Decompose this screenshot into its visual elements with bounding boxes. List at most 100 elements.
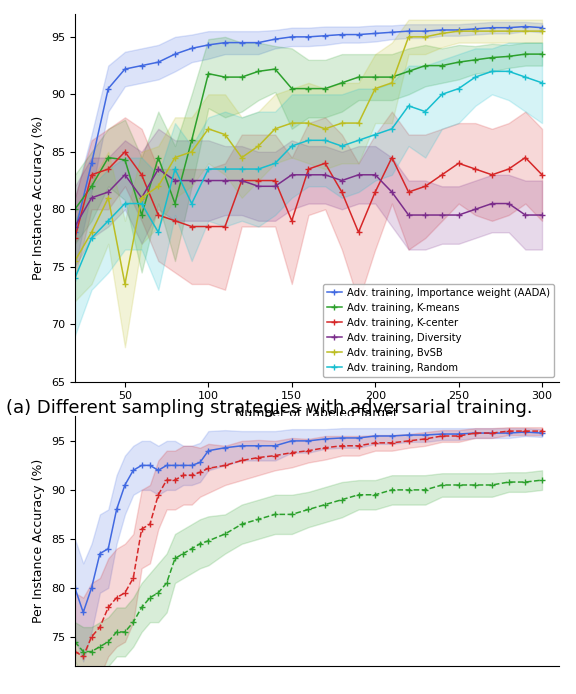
Adv. training, Importance weight (AADA) [321,31,328,40]
Adv. training, Random [71,274,78,282]
Adv. training, K-means [255,67,262,76]
Line: Adv. training, BvSB: Adv. training, BvSB [71,28,545,287]
Adv. training, Random [172,165,179,174]
Adv. training, BvSB [255,142,262,150]
Adv. training, K-center [405,188,412,196]
Adv. training, Diversity [155,165,162,174]
Adv. training, K-center [305,165,312,174]
Adv. training, K-means [388,73,395,81]
Adv. training, Diversity [355,171,362,179]
Adv. training, K-means [238,73,245,81]
Adv. training, K-center [255,176,262,185]
Adv. training, K-means [122,155,128,164]
Adv. training, BvSB [539,27,545,35]
Adv. training, Diversity [422,211,429,219]
Adv. training, Diversity [205,176,212,185]
Adv. training, Diversity [105,188,112,196]
Line: Adv. training, Importance weight (AADA): Adv. training, Importance weight (AADA) [71,23,545,236]
Adv. training, K-means [289,85,295,93]
Adv. training, K-means [539,50,545,58]
Adv. training, Random [438,90,445,99]
Adv. training, Importance weight (AADA) [205,41,212,49]
Adv. training, Random [122,199,128,208]
Adv. training, BvSB [321,125,328,133]
Adv. training, K-center [155,211,162,219]
Adv. training, K-center [338,188,345,196]
Adv. training, Importance weight (AADA) [305,33,312,41]
Adv. training, Random [505,67,512,76]
Adv. training, Diversity [522,211,529,219]
Adv. training, Diversity [289,171,295,179]
Adv. training, K-means [522,50,529,58]
Adv. training, BvSB [472,27,479,35]
Adv. training, K-means [422,62,429,70]
Adv. training, K-center [289,217,295,225]
Adv. training, K-means [305,85,312,93]
Adv. training, K-center [272,176,279,185]
Adv. training, Importance weight (AADA) [88,159,95,167]
Adv. training, Random [305,136,312,144]
Adv. training, Importance weight (AADA) [455,26,462,34]
Adv. training, K-center [122,148,128,156]
Adv. training, K-center [505,165,512,174]
Adv. training, K-means [438,62,445,70]
Adv. training, Importance weight (AADA) [188,44,195,53]
Adv. training, K-center [321,159,328,167]
Adv. training, Random [188,199,195,208]
Adv. training, K-means [222,73,229,81]
Adv. training, BvSB [205,125,212,133]
Adv. training, Random [205,165,212,174]
Adv. training, Random [222,165,229,174]
Adv. training, BvSB [488,27,495,35]
Adv. training, Diversity [388,188,395,196]
Adv. training, K-means [488,53,495,62]
Adv. training, Random [388,125,395,133]
Line: Adv. training, Random: Adv. training, Random [71,68,545,282]
Adv. training, K-means [472,56,479,64]
Adv. training, Diversity [272,182,279,190]
Adv. training, BvSB [305,119,312,127]
Adv. training, Importance weight (AADA) [338,31,345,39]
Adv. training, K-center [105,165,112,174]
Adv. training, K-means [172,199,179,208]
Adv. training, Diversity [122,171,128,179]
Adv. training, K-center [172,217,179,225]
Adv. training, K-center [522,153,529,162]
Adv. training, Importance weight (AADA) [355,31,362,39]
Adv. training, Diversity [488,199,495,208]
Adv. training, Random [472,73,479,81]
Text: (a) Different sampling strategies with adversarial training.: (a) Different sampling strategies with a… [6,399,532,417]
Adv. training, Importance weight (AADA) [172,50,179,58]
Adv. training, Importance weight (AADA) [488,24,495,32]
Adv. training, Diversity [455,211,462,219]
Adv. training, Random [355,136,362,144]
Adv. training, K-means [105,153,112,162]
Adv. training, Diversity [71,222,78,230]
Adv. training, BvSB [105,194,112,202]
Y-axis label: Per Instance Accuracy (%): Per Instance Accuracy (%) [32,459,46,623]
Adv. training, K-center [188,222,195,230]
Adv. training, K-center [222,222,229,230]
Adv. training, Diversity [188,176,195,185]
Legend: Adv. training, Importance weight (AADA), Adv. training, K-means, Adv. training, : Adv. training, Importance weight (AADA),… [323,284,554,377]
Adv. training, Random [455,85,462,93]
Adv. training, K-means [205,69,212,78]
Adv. training, BvSB [372,85,378,93]
Adv. training, Random [138,199,145,208]
Adv. training, Importance weight (AADA) [138,62,145,70]
Adv. training, Random [422,108,429,116]
Adv. training, Importance weight (AADA) [438,26,445,34]
Adv. training, Importance weight (AADA) [388,28,395,36]
Adv. training, K-center [355,228,362,237]
Adv. training, BvSB [272,125,279,133]
Adv. training, Importance weight (AADA) [238,38,245,46]
Adv. training, BvSB [289,119,295,127]
Adv. training, K-means [372,73,378,81]
Adv. training, Importance weight (AADA) [539,24,545,32]
Adv. training, K-means [155,153,162,162]
Adv. training, Random [155,228,162,237]
Adv. training, Importance weight (AADA) [522,22,529,31]
Adv. training, K-means [355,73,362,81]
Adv. training, BvSB [438,29,445,37]
Adv. training, K-means [405,67,412,76]
